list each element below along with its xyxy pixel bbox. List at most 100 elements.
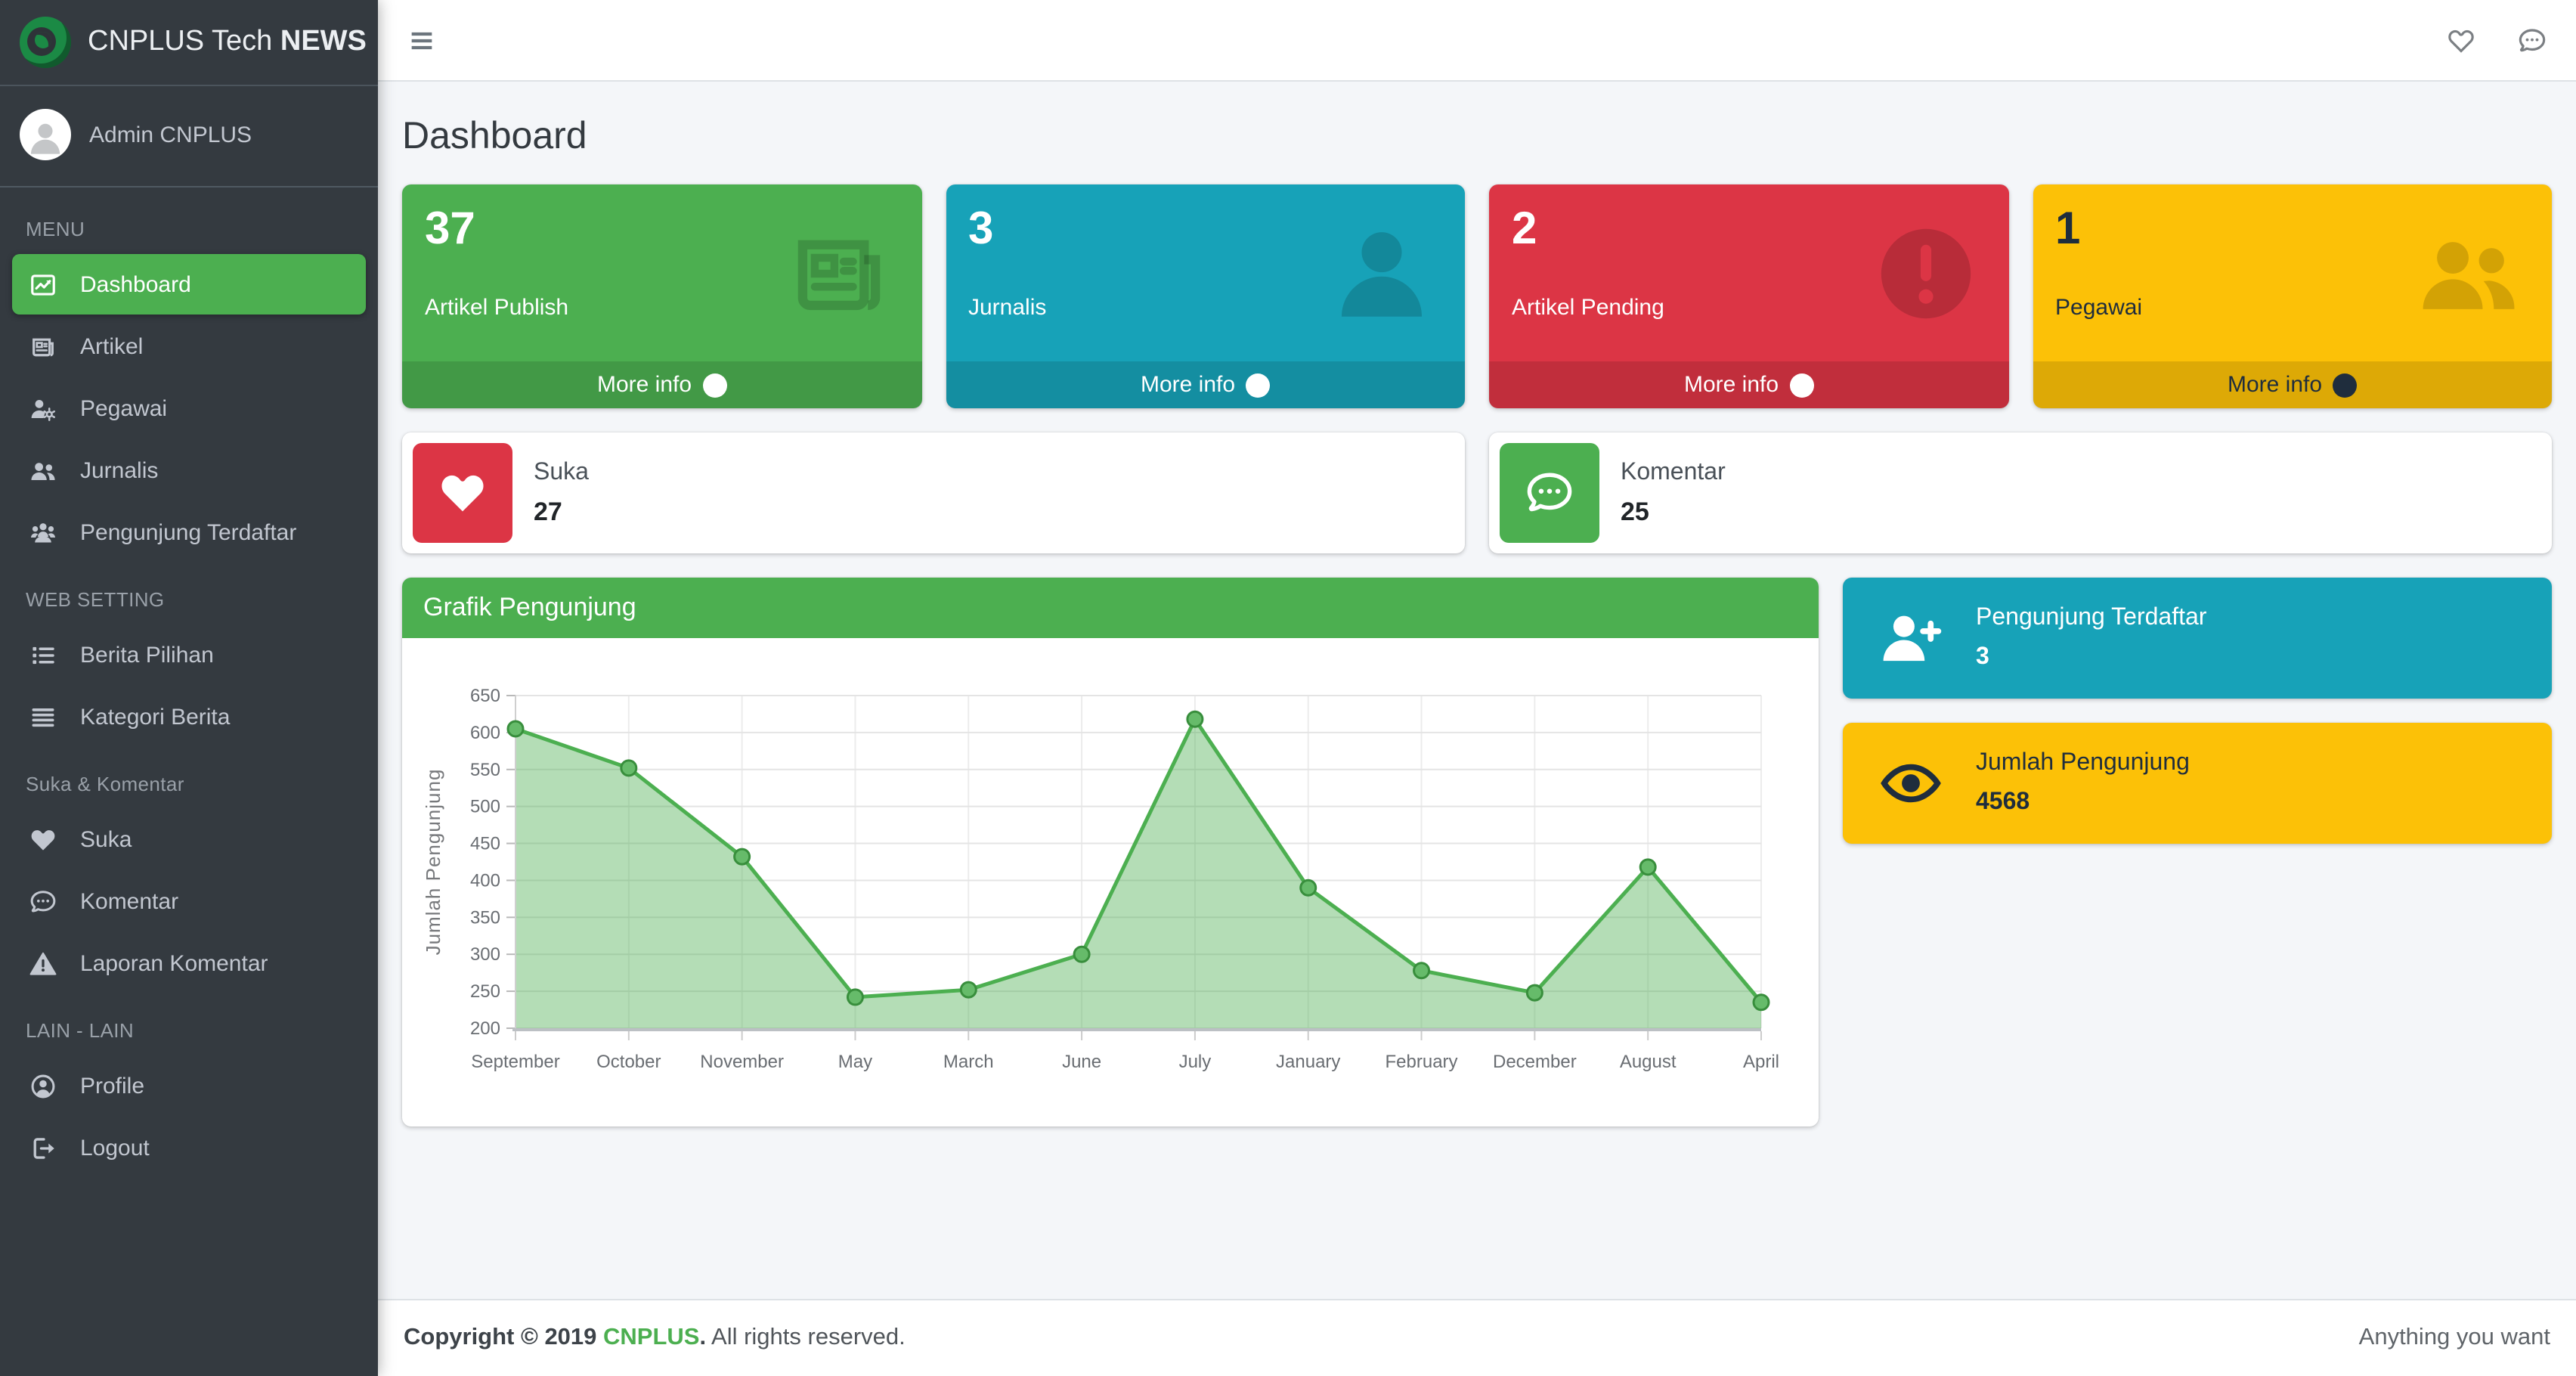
user-icon (1326, 218, 1438, 337)
page-title: Dashboard (402, 115, 587, 157)
comments-icon[interactable] (2517, 25, 2547, 55)
more-info-label: More info (2227, 372, 2323, 398)
svg-text:250: 250 (470, 981, 500, 1002)
svg-text:400: 400 (470, 870, 500, 891)
side-box-label: Jumlah Pengunjung (1976, 750, 2190, 776)
stat-box-pegawai: 1 Pegawai More info (2033, 184, 2552, 408)
stat-box-jurnalis: 3 Jurnalis More info (946, 184, 1465, 408)
more-info-link[interactable]: More info (2033, 361, 2552, 408)
top-navbar (378, 0, 2576, 82)
main-column: Dashboard 37 Artikel Publish More info 3… (378, 0, 2576, 1376)
sidebar-item-jurnalis[interactable]: Jurnalis (12, 440, 366, 501)
side-box-value: 3 (1976, 644, 1989, 670)
user-cog-icon (26, 393, 60, 423)
nav-section-label-suka-komentar: Suka & Komentar (26, 773, 184, 795)
menu-toggle-button[interactable] (407, 25, 437, 55)
chart-row: Grafik Pengunjung 200 250 300 350 400 450 500 5… (402, 578, 2552, 1127)
side-box-value: 4568 (1976, 789, 2030, 815)
comment-dots-icon (1500, 443, 1599, 543)
users-icon (2413, 218, 2525, 337)
sidebar-item-logout[interactable]: Logout (12, 1117, 366, 1178)
eye-icon (1864, 752, 1958, 815)
brand-title: CNPLUS Tech NEWS (88, 26, 367, 59)
sidebar-item-label: Jurnalis (80, 457, 159, 483)
svg-text:June: June (1062, 1052, 1101, 1072)
sidebar-item-label: Dashboard (80, 271, 191, 297)
stat-label: Artikel Pending (1512, 294, 1664, 320)
sidebar: CNPLUS Tech NEWS Admin CNPLUS MENU Dashb… (0, 0, 378, 1376)
svg-text:200: 200 (470, 1018, 500, 1039)
chart-card-title: Grafik Pengunjung (402, 578, 1819, 638)
svg-text:April: April (1743, 1052, 1779, 1072)
sidebar-item-komentar[interactable]: Komentar (12, 871, 366, 931)
side-box-text: Jumlah Pengunjung 4568 (1976, 750, 2190, 817)
more-info-link[interactable]: More info (402, 361, 921, 408)
svg-text:300: 300 (470, 944, 500, 965)
sidebar-item-label: Laporan Komentar (80, 950, 268, 976)
users-icon (26, 455, 60, 485)
bars-icon (26, 702, 60, 732)
stat-label: Jurnalis (968, 294, 1047, 320)
stat-box-artikel-publish: 37 Artikel Publish More info (402, 184, 921, 408)
newspaper-icon (26, 331, 60, 361)
brand-logo-icon (20, 17, 71, 68)
stat-value: 1 (2055, 204, 2081, 254)
side-box-pengunjung-terdaftar: Pengunjung Terdaftar 3 (1843, 578, 2552, 699)
side-box-jumlah-pengunjung: Jumlah Pengunjung 4568 (1843, 723, 2552, 844)
svg-text:550: 550 (470, 760, 500, 780)
arrow-circle-right-icon (702, 373, 727, 397)
user-panel[interactable]: Admin CNPLUS (0, 86, 378, 187)
stat-box-row: 37 Artikel Publish More info 3 Jurnalis … (402, 184, 2552, 408)
footer-right-text: Anything you want (2358, 1325, 2550, 1350)
more-info-link[interactable]: More info (946, 361, 1465, 408)
person-icon (30, 123, 60, 154)
sidebar-item-label: Berita Pilihan (80, 642, 214, 668)
footer: Copyright © 2019 CNPLUS. All rights rese… (378, 1299, 2576, 1376)
sidebar-item-laporan-komentar[interactable]: Laporan Komentar (12, 933, 366, 993)
sidebar-item-label: Komentar (80, 888, 179, 914)
more-info-link[interactable]: More info (1489, 361, 2008, 408)
svg-text:November: November (700, 1052, 784, 1072)
sidebar-item-artikel[interactable]: Artikel (12, 316, 366, 377)
stat-box-inner: 37 Artikel Publish (402, 184, 921, 361)
sidebar-item-berita-pilihan[interactable]: Berita Pilihan (12, 624, 366, 685)
copyright-prefix: Copyright © 2019 (404, 1325, 604, 1350)
users-group-icon (26, 517, 60, 547)
svg-text:July: July (1179, 1052, 1212, 1072)
svg-text:December: December (1493, 1052, 1577, 1072)
sidebar-item-kategori-berita[interactable]: Kategori Berita (12, 686, 366, 747)
brand-title-bold: NEWS (280, 26, 367, 57)
svg-text:August: August (1620, 1052, 1677, 1072)
sidebar-item-label: Pegawai (80, 395, 168, 421)
exclamation-circle-icon (1869, 218, 1981, 337)
content-area: Dashboard 37 Artikel Publish More info 3… (378, 82, 2576, 1299)
svg-text:February: February (1386, 1052, 1458, 1072)
heart-outline-icon[interactable] (2446, 25, 2476, 55)
sign-out-icon (26, 1133, 60, 1163)
visitors-area-chart: 200 250 300 350 400 450 500 550 600 650 September O… (422, 686, 1779, 1072)
arrow-circle-right-icon (1246, 373, 1271, 397)
info-box-komentar: Komentar 25 (1489, 432, 2552, 553)
sidebar-item-label: Kategori Berita (80, 704, 231, 730)
info-box-label: Komentar (1621, 459, 1726, 485)
sidebar-item-pegawai[interactable]: Pegawai (12, 378, 366, 439)
comment-dots-icon (26, 886, 60, 916)
more-info-label: More info (596, 372, 692, 398)
svg-text:450: 450 (470, 834, 500, 854)
brand-link[interactable]: CNPLUS Tech NEWS (0, 0, 378, 86)
side-box-label: Pengunjung Terdaftar (1976, 605, 2207, 631)
nav-section-label-lain-lain: LAIN - LAIN (26, 1019, 135, 1042)
heart-icon (26, 824, 60, 854)
arrow-circle-right-icon (2333, 373, 2358, 397)
sidebar-item-pengunjung-terdaftar[interactable]: Pengunjung Terdaftar (12, 502, 366, 562)
sidebar-item-suka[interactable]: Suka (12, 809, 366, 869)
footer-dot: . (699, 1325, 707, 1350)
exclamation-triangle-icon (26, 948, 60, 978)
chart-line-icon (26, 269, 60, 299)
sidebar-item-profile[interactable]: Profile (12, 1055, 366, 1116)
stat-box-inner: 2 Artikel Pending (1489, 184, 2008, 361)
info-box-text: Komentar 25 (1621, 459, 1726, 527)
sidebar-item-label: Logout (80, 1135, 150, 1161)
sidebar-item-label: Pengunjung Terdaftar (80, 519, 297, 545)
sidebar-item-dashboard[interactable]: Dashboard (12, 254, 366, 315)
